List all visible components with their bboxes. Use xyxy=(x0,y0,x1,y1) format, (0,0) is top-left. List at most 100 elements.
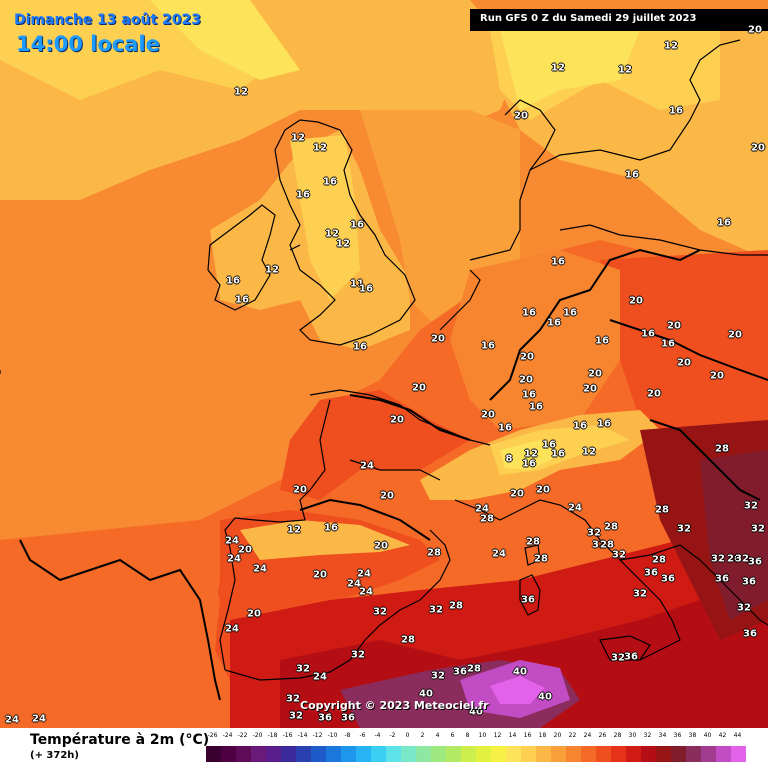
temperature-value-label: 20 xyxy=(667,320,681,332)
legend-swatch xyxy=(206,746,221,762)
temperature-value-label: 12 xyxy=(524,448,538,460)
temperature-value-label: 20 xyxy=(629,295,643,307)
legend-tick-label: 44 xyxy=(733,732,742,739)
temperature-value-label: 16 xyxy=(296,189,310,201)
legend-subtitle: (+ 372h) xyxy=(30,750,79,761)
temperature-value-label: 16 xyxy=(481,340,495,352)
legend-tick-label: 24 xyxy=(583,732,592,739)
temperature-value-label: 28 xyxy=(534,553,548,565)
legend-swatch xyxy=(656,746,671,762)
temperature-value-label: 12 xyxy=(265,264,279,276)
temperature-value-label: 32 xyxy=(612,549,626,561)
legend-swatch xyxy=(521,746,536,762)
temperature-value-label: 12 xyxy=(551,62,565,74)
temperature-value-label: 20 xyxy=(519,374,533,386)
legend-swatch xyxy=(221,746,236,762)
temperature-value-label: 32 xyxy=(735,553,749,565)
field-iberia-yellow xyxy=(240,520,410,560)
temperature-value-label: 16 xyxy=(595,335,609,347)
temperature-value-label: 32 xyxy=(587,527,601,539)
temperature-value-label: 20 xyxy=(514,110,528,122)
temperature-value-label: 28 xyxy=(480,513,494,525)
legend-swatch xyxy=(686,746,701,762)
field-atlantic-sw xyxy=(0,530,220,728)
temperature-value-label: 36 xyxy=(624,651,638,663)
legend-tick-label: 42 xyxy=(718,732,727,739)
temperature-value-label: 8 xyxy=(505,453,513,465)
legend-tick-label: -4 xyxy=(374,732,381,739)
field-north-lightyellow xyxy=(150,0,300,80)
temperature-value-label: 36 xyxy=(715,573,729,585)
field-africa-hotter xyxy=(490,676,545,704)
temperature-value-label: 36 xyxy=(644,567,658,579)
temperature-value-label: 40 xyxy=(419,688,433,700)
field-scandi-light xyxy=(500,30,640,110)
temperature-value-label: 16 xyxy=(551,448,565,460)
legend-tick-label: -20 xyxy=(252,732,263,739)
temperature-value-label: 32 xyxy=(744,500,758,512)
temperature-value-label: 16 xyxy=(625,169,639,181)
legend-tick-label: 0 xyxy=(405,732,410,739)
temperature-value-label: 32 xyxy=(677,523,691,535)
legend-swatch xyxy=(581,746,596,762)
temperature-value-label: 40 xyxy=(538,691,552,703)
temperature-value-label: 16 xyxy=(563,307,577,319)
legend-swatch xyxy=(536,746,551,762)
legend-tick-label: 22 xyxy=(568,732,577,739)
legend-tick-label: 32 xyxy=(643,732,652,739)
temperature-value-label: 16 xyxy=(324,522,338,534)
temperature-value-label: 16 xyxy=(573,420,587,432)
legend-tick-label: -6 xyxy=(359,732,366,739)
legend-swatch xyxy=(476,746,491,762)
temperature-value-label: 20 xyxy=(390,414,404,426)
temperature-value-label: 24 xyxy=(360,460,374,472)
temperature-value-label: 16 xyxy=(641,328,655,340)
temperature-value-label: 20 xyxy=(481,409,495,421)
temperature-value-label: 20 xyxy=(380,490,394,502)
temperature-value-label: 28 xyxy=(526,536,540,548)
temperature-value-label: 36 xyxy=(661,573,675,585)
temperature-value-label: 12 xyxy=(582,446,596,458)
legend-swatch xyxy=(356,746,371,762)
legend-swatch xyxy=(626,746,641,762)
legend-swatch xyxy=(446,746,461,762)
temperature-value-label: 32 xyxy=(611,652,625,664)
temperature-value-label: 40 xyxy=(469,706,483,718)
temperature-value-label: 32 xyxy=(296,663,310,675)
legend-swatch xyxy=(566,746,581,762)
temperature-value-label: 24 xyxy=(253,563,267,575)
temperature-value-label: 32 xyxy=(751,523,765,535)
legend-swatch xyxy=(596,746,611,762)
temperature-value-label: 20 xyxy=(510,488,524,500)
temperature-value-label: 24 xyxy=(5,714,19,726)
legend-swatch xyxy=(431,746,446,762)
legend-tick-label: 14 xyxy=(508,732,517,739)
legend-swatch xyxy=(236,746,251,762)
temperature-value-label: 20 xyxy=(710,370,724,382)
legend-swatch xyxy=(611,746,626,762)
legend-swatch xyxy=(266,746,281,762)
legend-tick-label: -2 xyxy=(389,732,396,739)
model-run-label: Run GFS 0 Z du Samedi 29 juillet 2023 xyxy=(470,9,768,31)
temperature-value-label: 28 xyxy=(449,600,463,612)
legend-tick-label: 18 xyxy=(538,732,547,739)
temperature-value-label: 20 xyxy=(431,333,445,345)
legend-swatch xyxy=(701,746,716,762)
legend-title: Température à 2m (°C) xyxy=(30,732,210,748)
legend-swatch xyxy=(716,746,731,762)
temperature-value-label: 32 xyxy=(429,604,443,616)
temperature-value-label: 24 xyxy=(225,623,239,635)
temperature-value-label: 24 xyxy=(357,568,371,580)
legend-tick-label: 20 xyxy=(553,732,562,739)
legend-tick-label: -10 xyxy=(327,732,338,739)
temperature-value-label: 12 xyxy=(234,86,248,98)
legend-tick-label: 8 xyxy=(465,732,470,739)
legend-swatch xyxy=(671,746,686,762)
legend-tick-label: -16 xyxy=(282,732,293,739)
temperature-value-label: 28 xyxy=(401,634,415,646)
legend-tick-label: 30 xyxy=(628,732,637,739)
temperature-value-label: 16 xyxy=(542,439,556,451)
temperature-value-label: 12 xyxy=(291,132,305,144)
legend-tick-label: -26 xyxy=(207,732,218,739)
map-canvas xyxy=(0,0,768,728)
